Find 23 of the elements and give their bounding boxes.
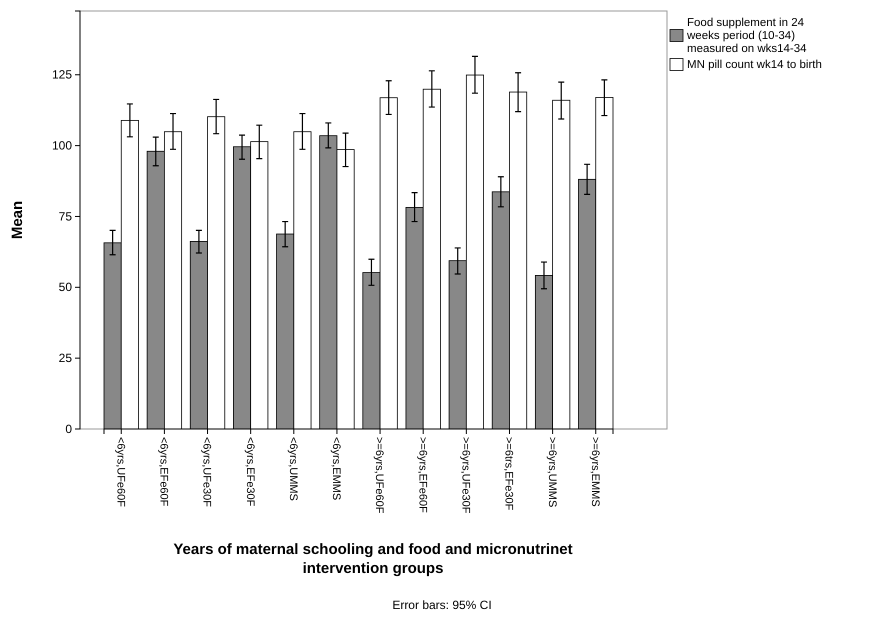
y-tick-label: 0	[65, 422, 72, 436]
x-tick-label: >=6yrs,UMMS	[546, 437, 558, 508]
x-tick-label: >=6trs,EFe30F	[502, 437, 515, 511]
y-tick-label: 125	[52, 68, 72, 82]
x-tick-label: <6yrs,EFe60F	[158, 437, 170, 507]
legend-label: Food supplement in 24 weeks period (10-34) measured on wks14-34	[686, 17, 808, 55]
x-tick-label: >=6yrs,EFe60F	[416, 437, 428, 514]
x-tick-label: >=6yrs,UFe30F	[459, 437, 472, 514]
x-axis-title: Years of maternal schooling and food and micronutrinet intervention groups	[173, 541, 573, 577]
x-tick-label: >=6yrs,UFe60F	[373, 437, 386, 514]
x-tick-label: <6yrs,UFe60F	[114, 437, 126, 508]
x-tick-label: <6yrs,UMMS	[286, 437, 299, 501]
x-tick-label: <6yrs,EMMS	[330, 437, 342, 500]
x-tick-label: <6yrs,EFe30F	[244, 437, 256, 507]
y-tick-label: 100	[52, 138, 72, 152]
y-tick-label: 75	[58, 209, 72, 224]
x-tick-label: <6yrs,UFe30F	[200, 437, 213, 508]
y-axis-title: Mean	[9, 200, 26, 240]
legend-label: MN pill count wk14 to birth	[687, 59, 822, 71]
x-tick-label: >=6yrs,EMMS	[588, 437, 601, 507]
text: Error bars: 95% CI	[392, 598, 492, 612]
y-tick-label: 25	[58, 350, 72, 365]
y-tick-label: 50	[58, 280, 72, 294]
